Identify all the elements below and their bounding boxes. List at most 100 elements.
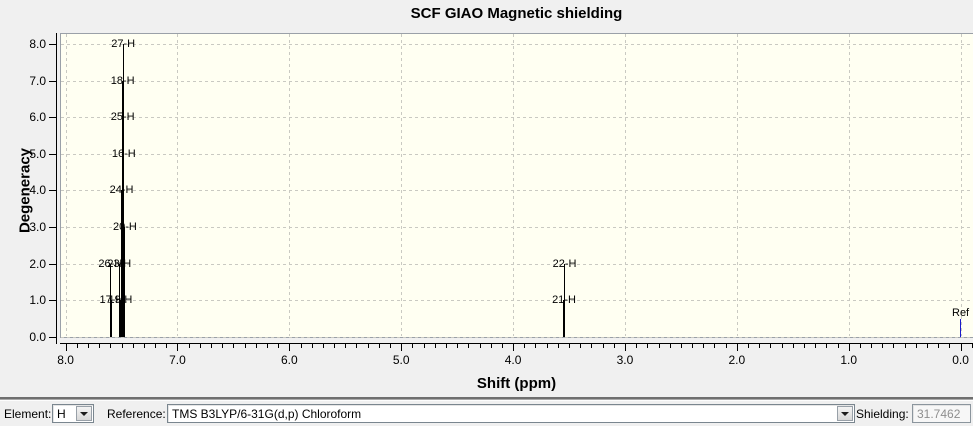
peak-line (119, 300, 121, 337)
x-minor-tick (121, 344, 123, 348)
peak-line (122, 43, 124, 337)
x-axis-line (60, 343, 973, 344)
peak-label: 17-H (99, 294, 124, 307)
x-minor-tick (457, 344, 459, 348)
y-tick-label: 4.0 (29, 183, 46, 198)
x-minor-tick (222, 344, 224, 348)
gridline-vertical (624, 34, 626, 336)
x-minor-tick (76, 344, 78, 348)
y-major-tick (49, 263, 56, 265)
y-tick-label: 6.0 (29, 110, 46, 125)
peak-label: 26-H (98, 257, 123, 270)
chevron-down-icon (841, 411, 849, 416)
y-tick-label: 7.0 (29, 73, 46, 88)
element-dropdown-button[interactable] (76, 406, 92, 421)
reference-dropdown-button[interactable] (837, 406, 853, 421)
x-minor-tick (479, 344, 481, 348)
x-minor-tick (871, 344, 873, 348)
x-minor-tick (524, 344, 526, 348)
x-minor-tick (378, 344, 380, 348)
shielding-field: 31.7462 (912, 404, 971, 423)
gridline-horizontal (61, 80, 972, 82)
peak-line (121, 190, 123, 337)
x-minor-tick (244, 344, 246, 348)
x-minor-tick (233, 344, 235, 348)
x-major-tick (65, 344, 67, 351)
x-minor-tick (837, 344, 839, 348)
y-tick-label: 3.0 (29, 220, 46, 235)
x-minor-tick (759, 344, 761, 348)
x-minor-tick (613, 344, 615, 348)
y-tick-label: 2.0 (29, 256, 46, 271)
x-tick-label: 2.0 (728, 353, 746, 367)
shielding-value: 31.7462 (917, 407, 961, 421)
plot-area[interactable] (60, 33, 973, 338)
x-minor-tick (703, 344, 705, 348)
x-minor-tick (99, 344, 101, 348)
gridline-vertical (960, 34, 962, 336)
x-minor-tick (938, 344, 940, 348)
element-label: Element: (4, 407, 52, 421)
x-minor-tick (501, 344, 503, 348)
peak-label: 19-H (108, 294, 133, 307)
x-minor-tick (826, 344, 828, 348)
gridline-horizontal (61, 190, 972, 192)
peak-label: 24-H (109, 184, 134, 197)
x-minor-tick (322, 344, 324, 348)
x-major-tick (624, 344, 626, 351)
peak-label: 22-H (552, 257, 577, 270)
x-minor-tick (334, 344, 336, 348)
peak-label: 27-H (111, 37, 136, 50)
x-minor-tick (490, 344, 492, 348)
x-minor-tick (636, 344, 638, 348)
element-value: H (57, 407, 66, 421)
x-minor-tick (211, 344, 213, 348)
reference-dropdown[interactable]: TMS B3LYP/6-31G(d,p) Chloroform (167, 404, 855, 423)
chart-title: SCF GIAO Magnetic shielding (410, 5, 623, 22)
gridline-vertical (848, 34, 850, 336)
x-tick-label: 6.0 (280, 353, 298, 367)
x-tick-label: 0.0 (952, 353, 969, 367)
x-minor-tick (658, 344, 660, 348)
y-major-tick (49, 43, 56, 45)
x-minor-tick (367, 344, 369, 348)
x-tick-label: 7.0 (169, 353, 186, 367)
x-axis-title: Shift (ppm) (476, 375, 557, 392)
chevron-down-icon (80, 411, 88, 416)
x-minor-tick (781, 344, 783, 348)
splitter-bar[interactable] (0, 397, 973, 401)
peak-label: 18-H (110, 74, 135, 87)
y-major-tick (49, 117, 56, 119)
reference-peak-label: Ref (952, 306, 970, 319)
x-minor-tick (882, 344, 884, 348)
gridline-vertical (513, 34, 515, 336)
x-minor-tick (893, 344, 895, 348)
x-major-tick (960, 344, 962, 351)
element-dropdown[interactable]: H (52, 404, 94, 423)
gridline-horizontal (61, 43, 972, 45)
x-tick-label: 5.0 (392, 353, 410, 367)
reference-value: TMS B3LYP/6-31G(d,p) Chloroform (172, 407, 362, 421)
gridline-vertical (401, 34, 403, 336)
gridline-horizontal (61, 300, 972, 302)
peak-line (118, 263, 120, 337)
peak-label: 20-H (112, 221, 137, 234)
y-axis-title: Degeneracy (16, 147, 34, 234)
x-minor-tick (859, 344, 861, 348)
peak-label: 21-H (552, 294, 576, 307)
peak-label: 16-H (111, 147, 136, 160)
x-minor-tick (110, 344, 112, 348)
x-minor-tick (300, 344, 302, 348)
x-minor-tick (423, 344, 425, 348)
y-tick-label: 0.0 (29, 330, 46, 344)
gridline-horizontal (61, 337, 972, 338)
gridline-horizontal (61, 117, 972, 119)
x-minor-tick (412, 344, 414, 348)
x-minor-tick (748, 344, 750, 348)
x-minor-tick (155, 344, 157, 348)
peak-line (109, 263, 111, 337)
peak-line (110, 300, 112, 337)
x-minor-tick (87, 344, 89, 348)
x-minor-tick (445, 344, 447, 348)
x-minor-tick (345, 344, 347, 348)
